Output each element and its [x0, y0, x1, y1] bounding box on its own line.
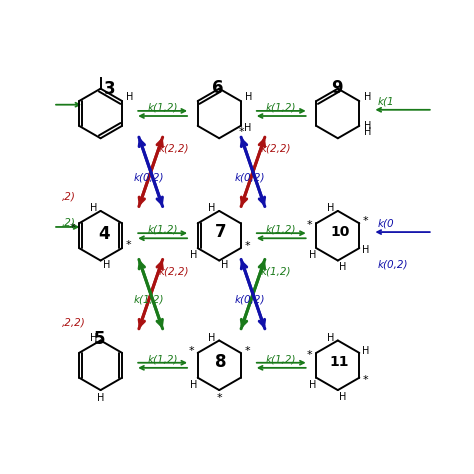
- Text: 10: 10: [330, 225, 349, 239]
- Text: H: H: [364, 121, 371, 131]
- Text: *: *: [126, 240, 131, 250]
- Text: 7: 7: [215, 223, 227, 241]
- Text: H: H: [127, 92, 134, 102]
- Text: *: *: [245, 241, 250, 251]
- Text: *: *: [70, 223, 75, 233]
- Text: ,2,2): ,2,2): [62, 318, 86, 328]
- Text: k(1,2): k(1,2): [266, 102, 297, 112]
- Text: k(2,2): k(2,2): [159, 144, 190, 154]
- Text: k(1,2): k(1,2): [266, 225, 297, 235]
- Text: H: H: [97, 393, 104, 403]
- Text: k(1,2): k(1,2): [147, 225, 178, 235]
- Text: k(0,2): k(0,2): [133, 173, 164, 182]
- Text: H: H: [309, 380, 316, 390]
- Text: 6: 6: [212, 79, 224, 97]
- Text: *: *: [245, 346, 250, 356]
- Text: H: H: [362, 245, 370, 255]
- Text: *: *: [217, 393, 222, 403]
- Text: H: H: [327, 203, 334, 213]
- Text: H: H: [103, 260, 110, 270]
- Text: ,2): ,2): [62, 191, 76, 201]
- Text: H: H: [191, 380, 198, 390]
- Text: H: H: [245, 92, 253, 102]
- Text: H: H: [327, 333, 334, 343]
- Text: k(0,2): k(0,2): [378, 259, 409, 269]
- Text: H: H: [220, 260, 228, 270]
- Text: k(2,2): k(2,2): [159, 266, 190, 276]
- Text: k(0: k(0: [378, 219, 394, 228]
- Text: *: *: [363, 374, 369, 384]
- Text: *: *: [307, 350, 312, 360]
- Text: H: H: [244, 123, 252, 133]
- Text: k(1,2): k(1,2): [133, 295, 164, 305]
- Text: 8: 8: [215, 353, 227, 371]
- Text: 9: 9: [331, 79, 343, 97]
- Text: 11: 11: [330, 355, 349, 369]
- Text: H: H: [191, 250, 198, 260]
- Text: H: H: [338, 262, 346, 272]
- Text: H: H: [208, 203, 216, 213]
- Text: k(1,2): k(1,2): [260, 266, 291, 276]
- Text: k(2,2): k(2,2): [260, 144, 291, 154]
- Text: ,2): ,2): [62, 218, 76, 228]
- Text: H: H: [309, 250, 316, 260]
- Text: k(1,2): k(1,2): [147, 102, 178, 112]
- Text: k(0,2): k(0,2): [235, 173, 265, 182]
- Text: H: H: [90, 203, 97, 213]
- Text: H: H: [364, 128, 371, 137]
- Text: 3: 3: [104, 80, 116, 98]
- Text: H: H: [208, 333, 216, 343]
- Text: H: H: [364, 92, 371, 102]
- Text: k(1,2): k(1,2): [266, 354, 297, 364]
- Text: 4: 4: [99, 225, 110, 243]
- Text: H: H: [338, 392, 346, 401]
- Text: *: *: [239, 128, 245, 137]
- Text: 5: 5: [94, 330, 105, 348]
- Text: k(0,2): k(0,2): [235, 295, 265, 305]
- Text: k(1,2): k(1,2): [147, 354, 178, 364]
- Text: *: *: [363, 217, 369, 227]
- Text: *: *: [188, 346, 194, 356]
- Text: H: H: [362, 346, 370, 356]
- Text: *: *: [307, 220, 312, 230]
- Text: k(1: k(1: [378, 96, 394, 106]
- Text: H: H: [90, 333, 97, 343]
